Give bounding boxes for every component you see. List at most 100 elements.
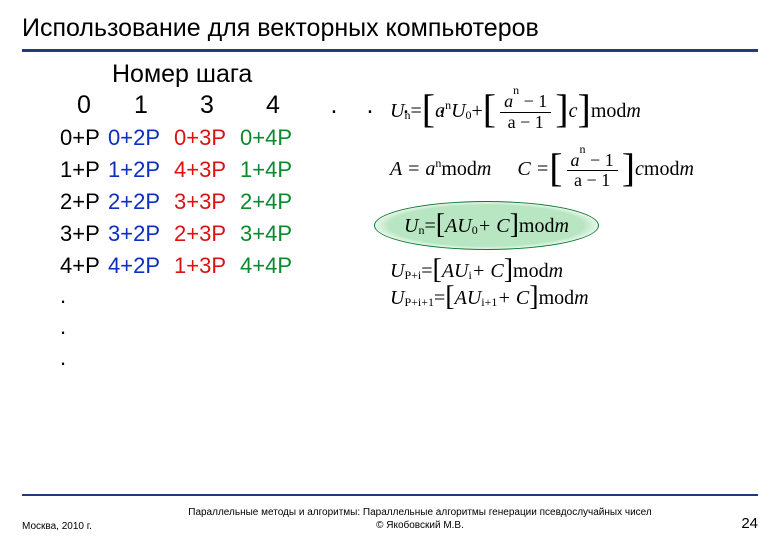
slide-title: Использование для векторных компьютеров	[22, 14, 758, 43]
title-area: Использование для векторных компьютеров	[0, 0, 780, 60]
mod: mod	[519, 215, 555, 238]
txt: A = a	[390, 158, 435, 180]
table-row: 4+P 4+2P 1+3P 4+4P	[60, 250, 380, 282]
cell: 0+4P	[240, 122, 306, 154]
cell: 2+2P	[108, 186, 174, 218]
table-row: 2+P 2+2P 3+3P 2+4P	[60, 186, 380, 218]
vdot: .	[60, 281, 380, 312]
footer-left: Москва, 2010 г.	[0, 521, 120, 532]
header-col-2: 3	[174, 91, 240, 120]
cell: 3+4P	[240, 218, 306, 250]
footer-line1: Параллельные методы и алгоритмы: Паралле…	[120, 507, 720, 520]
txt: AU	[445, 215, 472, 238]
footer: Москва, 2010 г. Параллельные методы и ал…	[0, 507, 780, 532]
var: U	[390, 260, 404, 283]
cell: 3+3P	[174, 186, 240, 218]
cell: 1+2P	[108, 154, 174, 186]
mod: mod	[539, 287, 575, 310]
sub: P+i+1	[404, 295, 434, 310]
sub: i	[469, 268, 472, 283]
var: U	[390, 287, 404, 310]
vdot: .	[60, 343, 380, 374]
txt: C =	[517, 158, 549, 181]
cell: 4+3P	[174, 154, 240, 186]
cell: 0+2P	[108, 122, 174, 154]
var: U	[390, 100, 404, 123]
mod: mod	[513, 260, 549, 283]
sup: n	[435, 156, 441, 171]
txt: − 1	[586, 150, 614, 170]
txt: − 1	[519, 91, 547, 111]
header-col-3: 4	[240, 91, 306, 120]
eq-sign: =	[424, 215, 435, 238]
plus: +	[472, 100, 483, 123]
left-column: Номер шага 0 1 3 4 . . . . 0+P 0+2P 0+	[60, 60, 380, 374]
header-col-0: 0	[60, 91, 108, 120]
vdot: .	[60, 312, 380, 343]
footer-center: Параллельные методы и алгоритмы: Паралле…	[120, 507, 720, 532]
equation-ac-pair: A = an mod m C = [ an − 1 a − 1 ] c mod …	[390, 149, 760, 192]
fraction: an − 1 a − 1	[500, 90, 551, 133]
sub: i+1	[481, 295, 497, 310]
title-rule	[22, 49, 758, 52]
table-row: 0+P 0+2P 0+3P 0+4P	[60, 122, 380, 154]
cell: 2+3P	[174, 218, 240, 250]
footer-line2: © Якобовский М.В.	[120, 520, 720, 533]
cell: 3+2P	[108, 218, 174, 250]
txt: + C	[478, 215, 510, 238]
cell: 4+2P	[108, 250, 174, 282]
mod: mod	[644, 158, 680, 181]
cell: 1+3P	[174, 250, 240, 282]
sub: n	[404, 108, 410, 123]
header-col-1: 1	[108, 91, 174, 120]
cell: 1+4P	[240, 154, 306, 186]
txt: AU	[442, 260, 469, 283]
var: c	[635, 158, 644, 181]
sub: 0	[466, 108, 472, 123]
var: m	[554, 215, 568, 238]
cell: 3+P	[60, 218, 108, 250]
equation-un-full: Un = [ an U0 + [ an − 1 a − 1 ] c ] mod …	[390, 90, 760, 133]
right-column: Un = [ an U0 + [ an − 1 a − 1 ] c ] mod …	[390, 90, 760, 326]
cell: 4+4P	[240, 250, 306, 282]
var: a	[435, 100, 445, 123]
sup: n	[580, 142, 586, 156]
txt: + C	[472, 260, 504, 283]
var: a	[571, 150, 580, 170]
var: m	[549, 260, 563, 283]
den: a − 1	[504, 113, 548, 133]
mod: mod	[441, 158, 477, 181]
table-row: 1+P 1+2P 4+3P 1+4P	[60, 154, 380, 186]
page-number: 24	[720, 515, 780, 532]
cell: 2+P	[60, 186, 108, 218]
den: a − 1	[570, 171, 614, 191]
sup: n	[445, 98, 451, 113]
var: m	[626, 100, 640, 123]
eq-sign: =	[421, 260, 432, 283]
var: U	[404, 215, 418, 238]
sub: 0	[472, 223, 478, 238]
cell: 4+P	[60, 250, 108, 282]
var: m	[477, 158, 491, 181]
table-row: 3+P 3+2P 2+3P 3+4P	[60, 218, 380, 250]
cell: 0+P	[60, 122, 108, 154]
equation-c: C = [ an − 1 a − 1 ] c mod m	[517, 149, 694, 192]
sup: n	[513, 83, 519, 97]
var: c	[569, 100, 578, 123]
sub: P+i	[404, 268, 421, 283]
var: m	[574, 287, 588, 310]
cell: 2+4P	[240, 186, 306, 218]
var: U	[451, 100, 465, 123]
dot: .	[316, 91, 352, 120]
var: a	[504, 91, 513, 111]
var: m	[679, 158, 693, 181]
sub: n	[418, 223, 424, 238]
cell: 0+3P	[174, 122, 240, 154]
dot: .	[352, 91, 388, 120]
equation-upi: UP+i = [ AUi + C ] mod m	[390, 260, 760, 283]
equation-upi1: UP+i+1 = [ AUi+1 + C ] mod m	[390, 287, 760, 310]
eq-sign: =	[410, 100, 421, 123]
fraction: an − 1 a − 1	[567, 149, 618, 192]
body: Номер шага 0 1 3 4 . . . . 0+P 0+2P 0+	[0, 60, 780, 78]
step-title: Номер шага	[112, 60, 380, 89]
